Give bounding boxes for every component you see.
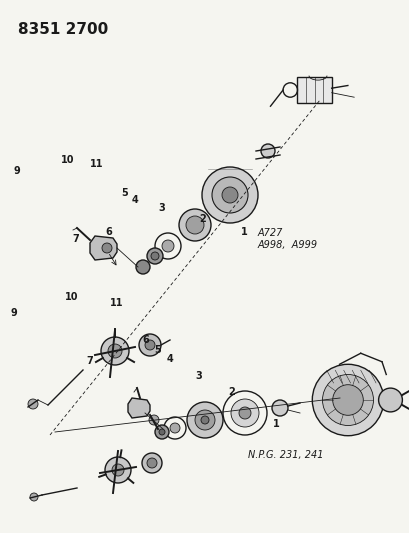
Bar — [297, 77, 331, 102]
Circle shape — [136, 260, 150, 274]
Text: 8351 2700: 8351 2700 — [18, 22, 108, 37]
Text: 1: 1 — [240, 227, 247, 237]
Text: N.P.G. 231, 241: N.P.G. 231, 241 — [247, 450, 323, 460]
Text: 1: 1 — [273, 419, 279, 429]
Circle shape — [102, 243, 112, 253]
Circle shape — [30, 493, 38, 501]
Circle shape — [147, 458, 157, 468]
Text: 4: 4 — [166, 354, 173, 364]
Circle shape — [187, 402, 222, 438]
Circle shape — [108, 344, 122, 358]
Circle shape — [112, 464, 124, 476]
Circle shape — [170, 423, 180, 433]
Circle shape — [139, 334, 161, 356]
Circle shape — [151, 252, 159, 260]
Text: 6: 6 — [142, 335, 148, 344]
Circle shape — [147, 248, 163, 264]
Text: 10: 10 — [61, 155, 74, 165]
Text: 9: 9 — [11, 309, 18, 318]
Circle shape — [195, 410, 214, 430]
Circle shape — [312, 364, 383, 435]
Circle shape — [162, 240, 173, 252]
Circle shape — [179, 209, 211, 241]
Circle shape — [332, 385, 362, 415]
Text: 5: 5 — [121, 188, 128, 198]
Circle shape — [101, 337, 129, 365]
Circle shape — [28, 399, 38, 409]
Circle shape — [155, 425, 169, 439]
Text: 11: 11 — [110, 298, 123, 308]
Text: 2: 2 — [228, 387, 234, 397]
Polygon shape — [128, 398, 150, 418]
Text: 3: 3 — [195, 371, 202, 381]
Polygon shape — [90, 236, 117, 260]
Circle shape — [202, 167, 257, 223]
Circle shape — [378, 388, 401, 412]
Text: 5: 5 — [154, 345, 161, 355]
Circle shape — [271, 400, 287, 416]
Text: 3: 3 — [158, 203, 165, 213]
Circle shape — [261, 144, 274, 158]
Circle shape — [145, 340, 155, 350]
Text: 10: 10 — [65, 292, 78, 302]
Circle shape — [200, 416, 209, 424]
Circle shape — [148, 415, 159, 425]
Text: A727: A727 — [257, 228, 283, 238]
Circle shape — [230, 399, 258, 427]
Text: 4: 4 — [132, 195, 138, 205]
Circle shape — [211, 177, 247, 213]
Circle shape — [159, 429, 164, 435]
Circle shape — [186, 216, 204, 234]
Text: 9: 9 — [13, 166, 20, 175]
Text: 7: 7 — [87, 357, 93, 366]
Text: 11: 11 — [90, 159, 103, 169]
Text: A998,  A999: A998, A999 — [257, 240, 317, 250]
Circle shape — [238, 407, 250, 419]
Text: 7: 7 — [72, 234, 79, 244]
Text: 6: 6 — [105, 227, 112, 237]
Circle shape — [221, 187, 237, 203]
Circle shape — [142, 453, 162, 473]
Circle shape — [322, 375, 373, 425]
Text: 2: 2 — [199, 214, 206, 223]
Circle shape — [105, 457, 131, 483]
